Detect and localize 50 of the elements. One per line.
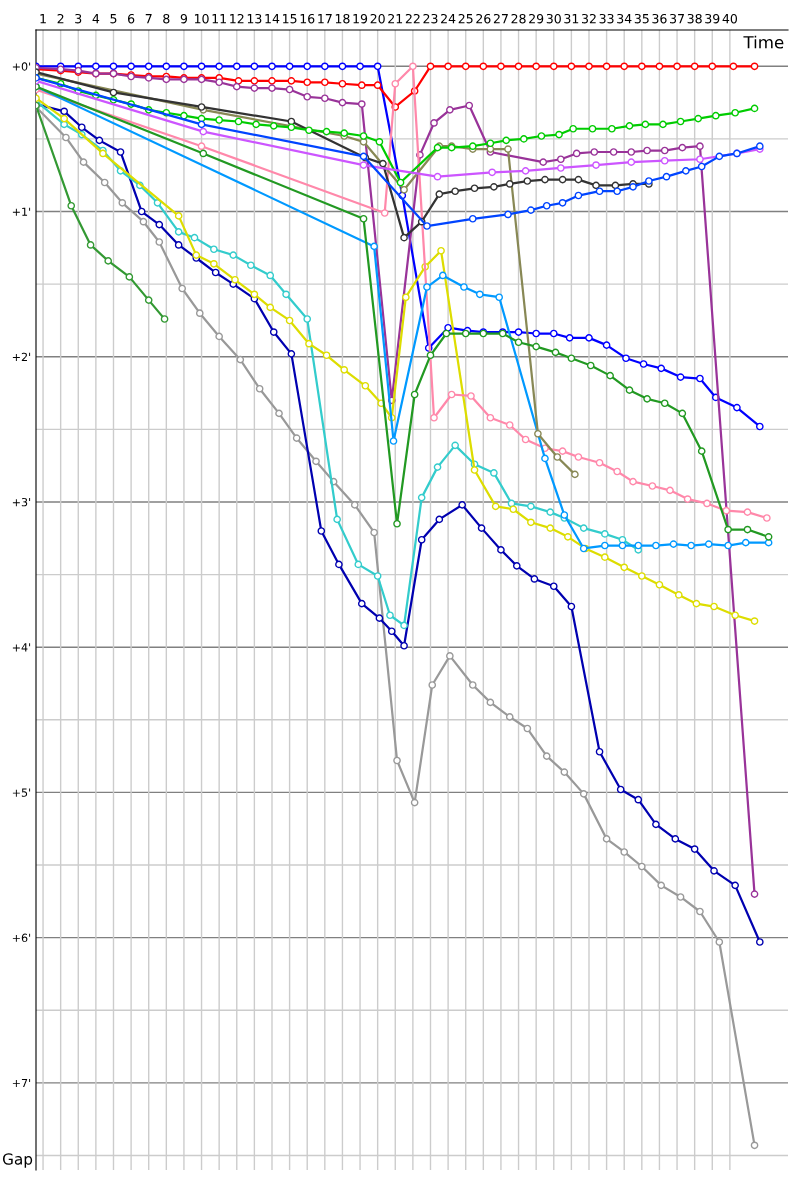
x-tick-label: 30: [546, 13, 561, 24]
x-tick-label: 39: [705, 13, 720, 24]
y-tick-label: +4': [12, 643, 31, 652]
x-tick-label: 37: [670, 13, 684, 24]
x-tick-label: 8: [163, 13, 170, 24]
x-tick-label: 27: [493, 13, 508, 24]
x-tick-label: 32: [581, 13, 596, 24]
x-tick-label: 17: [318, 14, 332, 24]
x-tick-label: 6: [128, 13, 135, 24]
x-tick-label: 10: [194, 13, 209, 24]
x-tick-label: 34: [617, 13, 632, 24]
x-tick-label: 33: [599, 13, 614, 24]
x-tick-label: 1: [40, 14, 46, 24]
x-tick-label: 12: [230, 13, 244, 24]
x-tick-label: 24: [441, 13, 456, 24]
x-tick-label: 38: [687, 13, 702, 24]
x-tick-label: 16: [300, 13, 315, 24]
x-tick-label: 5: [110, 14, 117, 24]
x-tick-label: 23: [423, 13, 438, 24]
x-tick-label: 29: [529, 13, 544, 24]
y-tick-label: +1': [12, 207, 31, 216]
y-tick-label: +3': [12, 497, 31, 507]
y-tick-label: +2': [12, 352, 31, 361]
y-tick-label: +0': [12, 62, 31, 71]
x-tick-label: 26: [476, 13, 491, 24]
x-tick-label: 28: [511, 13, 526, 24]
x-tick-label: 3: [75, 13, 82, 24]
x-tick-label: 36: [652, 13, 667, 24]
x-tick-label: 20: [370, 13, 385, 24]
x-tick-label: 7: [145, 14, 152, 24]
x-tick-label: 13: [247, 13, 262, 24]
x-tick-label: 25: [458, 13, 473, 24]
x-tick-label: 15: [283, 14, 297, 24]
x-tick-label: 31: [564, 13, 579, 24]
x-tick-label: 4: [92, 14, 100, 24]
y-tick-label: +7': [12, 1078, 31, 1088]
y-axis-title: Gap: [2, 1153, 33, 1168]
y-tick-label: +6': [12, 933, 31, 943]
x-tick-label: 40: [722, 13, 738, 24]
x-tick-label: 19: [353, 13, 368, 24]
x-tick-label: 21: [388, 13, 403, 24]
x-tick-label: 11: [212, 14, 226, 24]
x-tick-label: 14: [265, 14, 280, 24]
x-tick-label: 2: [57, 13, 64, 24]
x-tick-label: 18: [335, 13, 350, 24]
x-tick-label: 35: [634, 13, 649, 24]
x-axis-title: Time: [743, 35, 784, 49]
x-tick-label: 22: [405, 13, 420, 24]
x-tick-label: 9: [180, 13, 188, 24]
y-tick-label: +5': [12, 788, 31, 797]
